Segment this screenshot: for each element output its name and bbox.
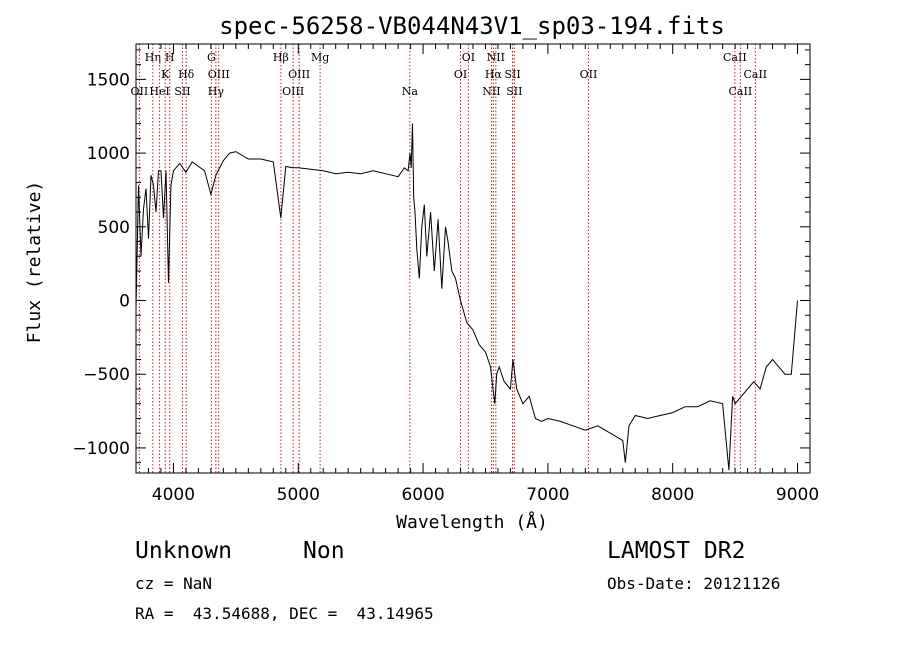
line-marker-label: NII	[487, 51, 505, 64]
x-axis: 4000 5000 6000 7000 8000 9000	[135, 44, 819, 505]
line-marker-label: OI	[454, 68, 467, 81]
observation-date: Obs-Date: 20121126	[607, 574, 781, 593]
line-marker-label: Hγ	[208, 85, 225, 98]
line-marker-label: OII	[580, 68, 598, 81]
y-tick-label: 0	[119, 292, 130, 312]
line-marker-label: Mg	[311, 51, 329, 64]
line-marker-label: HeI	[149, 85, 169, 98]
line-marker-label: H	[165, 51, 175, 64]
coordinates-text: RA = 43.54688, DEC = 43.14965	[135, 604, 434, 623]
line-marker-label: OIII	[208, 68, 230, 81]
x-tick-label: 8000	[651, 485, 694, 505]
line-marker-label: CaII	[743, 68, 767, 81]
x-tick-label: 9000	[776, 485, 819, 505]
line-marker-label: Hη	[145, 51, 161, 64]
line-marker-label: SII	[174, 85, 190, 98]
x-tick-label: 7000	[526, 485, 569, 505]
line-marker-label: K	[161, 68, 170, 81]
emission-line-markers: OIIHηHeIKHSIIHδGHγOIIIHβOIIIOIIIMgNaOIOI…	[131, 44, 767, 473]
y-tick-label: −500	[83, 365, 130, 385]
y-axis: −1000 −500 0 500 1000 1500	[72, 49, 810, 464]
y-tick-label: 500	[98, 218, 130, 238]
line-marker-label: Hδ	[178, 68, 195, 81]
object-class: Unknown	[135, 538, 232, 564]
y-tick-label: 1000	[87, 144, 130, 164]
line-marker-label: OIII	[282, 85, 304, 98]
line-marker-label: CaII	[723, 51, 747, 64]
line-marker-label: OIII	[288, 68, 310, 81]
x-tick-label: 5000	[277, 485, 320, 505]
x-tick-label: 4000	[152, 485, 195, 505]
line-marker-label: G	[207, 51, 216, 64]
line-marker-label: SII	[504, 68, 520, 81]
line-marker-label: CaII	[729, 85, 753, 98]
line-marker-label: NII	[482, 85, 500, 98]
line-marker-label: Hα	[485, 68, 503, 81]
x-axis-label: Wavelength (Å)	[396, 511, 548, 533]
spectrum-line	[135, 123, 798, 471]
line-marker-label: SII	[506, 85, 522, 98]
spectrum-plot: spec-56258-VB044N43V1_sp03-194.fits OIIH…	[24, 12, 819, 533]
y-tick-label: −1000	[72, 439, 130, 459]
survey-name: LAMOST DR2	[607, 538, 746, 564]
plot-frame	[135, 43, 811, 474]
y-axis-label: Flux (relative)	[24, 181, 45, 344]
chart-title: spec-56258-VB044N43V1_sp03-194.fits	[219, 12, 725, 40]
line-marker-label: OII	[131, 85, 149, 98]
line-marker-label: Hβ	[273, 51, 289, 64]
y-tick-label: 1500	[87, 70, 130, 90]
x-tick-label: 6000	[401, 485, 444, 505]
line-marker-label: Na	[402, 85, 419, 98]
object-subclass: Non	[303, 538, 345, 564]
line-marker-label: OI	[462, 51, 475, 64]
redshift-text: cz = NaN	[135, 574, 213, 593]
